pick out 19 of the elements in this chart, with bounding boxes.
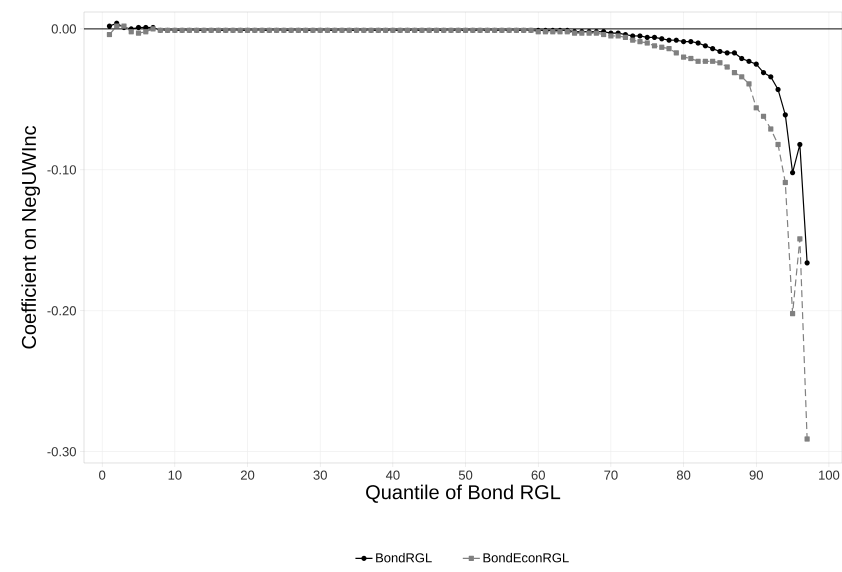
x-tick-label: 90 — [750, 470, 763, 480]
x-tick-label: 100 — [819, 470, 840, 480]
y-tick-label: -0.10 — [47, 165, 76, 174]
legend-label: BondRGL — [376, 552, 432, 562]
x-axis-title: Quantile of Bond RGL — [366, 484, 560, 503]
x-tick-label: 60 — [532, 470, 545, 480]
y-tick-label: 0.00 — [52, 24, 76, 34]
x-tick-label: 70 — [604, 470, 618, 480]
x-tick-label: 40 — [386, 470, 400, 480]
x-tick-label: 80 — [676, 470, 690, 480]
x-tick-label: 50 — [458, 470, 472, 480]
y-tick-label: -0.20 — [47, 306, 76, 316]
x-tick-label: 20 — [240, 470, 254, 480]
y-tick-label: -0.30 — [47, 447, 76, 456]
x-tick-label: 10 — [168, 470, 182, 480]
x-tick-label: 0 — [99, 470, 106, 480]
legend-label: BondEconRGL — [484, 552, 569, 562]
y-axis-title: Coefficient on NegUWInc — [21, 126, 40, 349]
x-tick-label: 30 — [313, 470, 327, 480]
